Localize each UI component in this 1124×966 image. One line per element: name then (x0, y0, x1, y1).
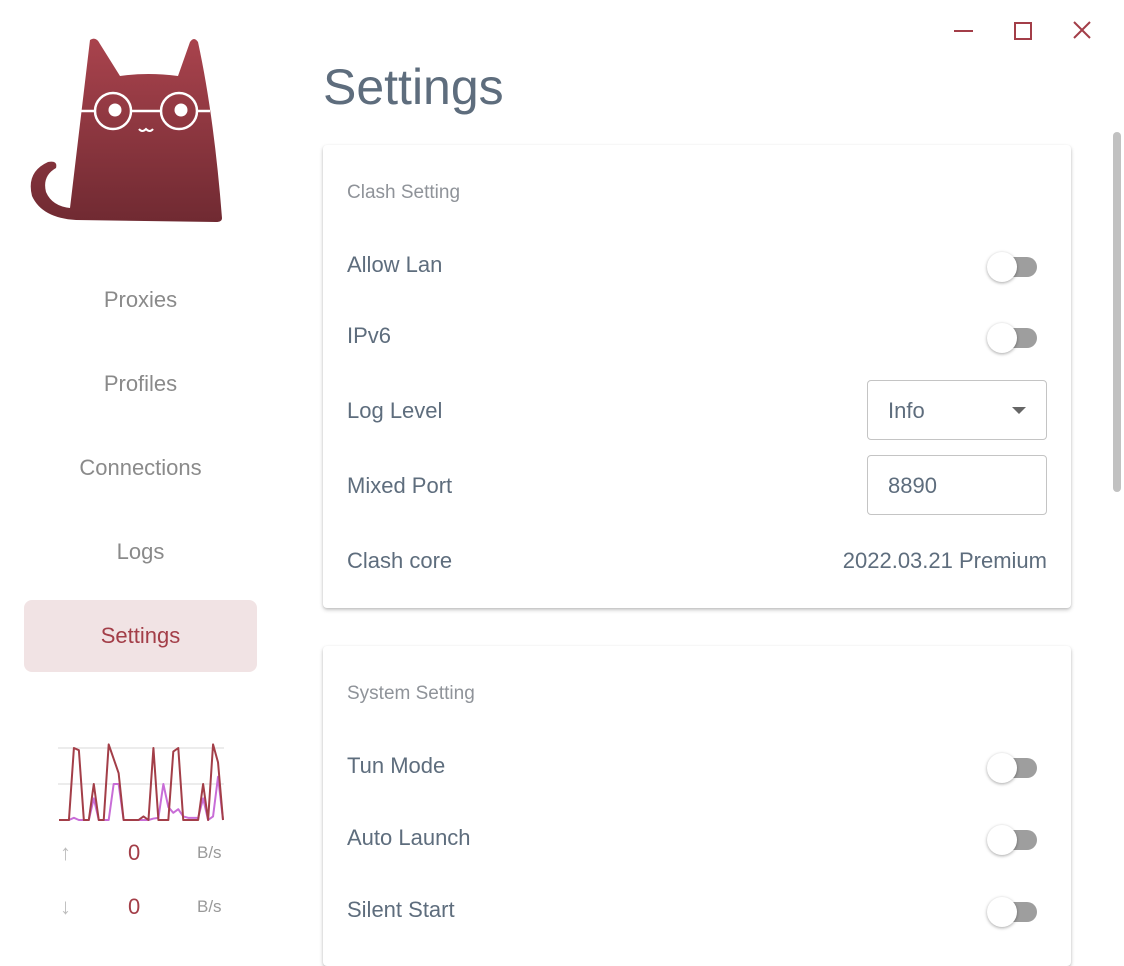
mixed-port-input[interactable]: 8890 (867, 455, 1047, 515)
download-value: 0 (128, 894, 141, 919)
clash-core-version: 2022.03.21 Premium (842, 548, 1047, 573)
ipv6-label: IPv6 (347, 323, 392, 348)
arrow-up-icon: ↑ (60, 840, 71, 865)
log-level-select[interactable]: Info (867, 380, 1047, 440)
clash-core-label: Clash core (347, 548, 453, 573)
sidebar-item-profiles[interactable]: Profiles (103, 371, 178, 396)
cat-logo (30, 38, 222, 222)
download-unit: B/s (197, 897, 222, 916)
silent-start-toggle[interactable] (987, 895, 1043, 927)
auto-launch-toggle[interactable] (987, 823, 1043, 855)
download-speed: ↓ 0 B/s (60, 894, 230, 924)
log-level-value: Info (888, 398, 925, 423)
download-series-line (59, 743, 224, 821)
clash-setting-card: Clash Setting Allow Lan IPv6 Log Level I… (323, 145, 1071, 608)
upload-value: 0 (128, 840, 141, 865)
sidebar-item-connections[interactable]: Connections (79, 455, 202, 480)
auto-launch-label: Auto Launch (347, 825, 471, 850)
close-icon[interactable] (1064, 14, 1100, 48)
traffic-graph (58, 743, 224, 821)
tun-mode-toggle[interactable] (987, 751, 1043, 783)
sidebar-item-logs[interactable]: Logs (116, 539, 165, 564)
allow-lan-label: Allow Lan (347, 252, 443, 277)
maximize-icon[interactable] (1005, 14, 1041, 48)
silent-start-label: Silent Start (347, 897, 455, 922)
sidebar-item-proxies[interactable]: Proxies (103, 287, 178, 312)
page-title: Settings (323, 59, 504, 115)
upload-unit: B/s (197, 843, 222, 862)
ipv6-toggle[interactable] (987, 321, 1043, 353)
allow-lan-toggle[interactable] (987, 250, 1043, 282)
log-level-label: Log Level (347, 398, 443, 423)
minimize-icon[interactable] (946, 14, 982, 48)
system-setting-card: System Setting Tun Mode Auto Launch Sile… (323, 646, 1071, 966)
card-title: Clash Setting (347, 182, 461, 203)
tun-mode-label: Tun Mode (347, 753, 446, 778)
scrollbar[interactable] (1113, 132, 1121, 492)
caret-down-icon (1012, 407, 1026, 414)
mixed-port-label: Mixed Port (347, 473, 453, 498)
mixed-port-value: 8890 (888, 473, 937, 498)
sidebar-item-settings[interactable]: Settings (24, 600, 257, 672)
card-title: System Setting (347, 683, 475, 704)
arrow-down-icon: ↓ (60, 894, 71, 919)
sidebar: Proxies Profiles Connections Logs Settin… (0, 0, 282, 937)
upload-speed: ↑ 0 B/s (60, 840, 230, 870)
